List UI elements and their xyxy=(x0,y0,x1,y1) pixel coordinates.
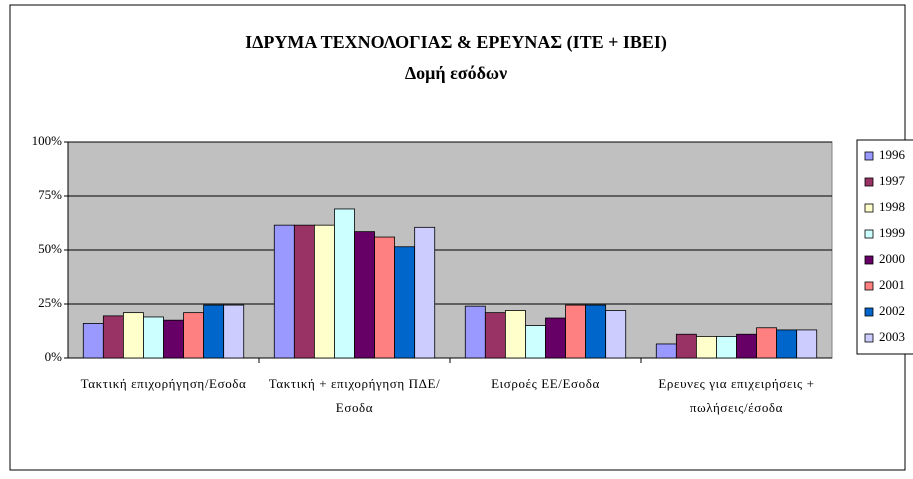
x-tick-label: Ερευνες για επιχειρήσεις + πωλήσεις/έσοδ… xyxy=(658,376,815,415)
x-tick-label: Τακτική επιχορήγηση/Εσοδα xyxy=(80,376,247,391)
y-tick-label: 0% xyxy=(45,349,63,364)
bar xyxy=(334,208,355,359)
bar xyxy=(565,304,587,359)
bar xyxy=(504,310,526,359)
bar xyxy=(525,325,546,359)
bar xyxy=(273,224,295,359)
legend-label: 1997 xyxy=(879,173,906,188)
bar xyxy=(293,224,315,359)
bar xyxy=(545,317,566,359)
bar xyxy=(313,224,335,359)
y-tick-label: 100% xyxy=(32,133,63,148)
bar xyxy=(143,316,164,359)
legend-swatch xyxy=(864,255,874,265)
bar xyxy=(122,312,144,359)
bar xyxy=(796,329,818,359)
legend-swatch xyxy=(864,333,874,343)
legend-swatch xyxy=(864,281,874,291)
x-tick-label: Τακτική + επιχορήγηση ΠΔΕ/Εσοδα xyxy=(268,376,441,415)
chart-title: ΙΔΡΥΜΑ ΤΕΧΝΟΛΟΓΙΑΣ & ΕΡΕΥΝΑΣ (ΙΤΕ + ΙΒΕΙ… xyxy=(245,32,667,53)
legend-label: 1996 xyxy=(879,147,906,162)
bar xyxy=(203,304,225,359)
legend-swatch xyxy=(864,307,874,317)
chart-subtitle: Δομή εσόδων xyxy=(405,63,507,83)
bar xyxy=(102,315,124,359)
legend-label: 1999 xyxy=(879,225,905,240)
legend-label: 2003 xyxy=(879,329,905,344)
legend-label: 2000 xyxy=(879,251,905,266)
bar xyxy=(605,310,627,359)
bar xyxy=(394,246,416,359)
y-tick-label: 50% xyxy=(38,241,62,256)
bar xyxy=(414,226,436,359)
bar xyxy=(756,327,778,359)
legend-label: 2002 xyxy=(879,303,905,318)
x-tick-label: Εισροές ΕΕ/Εσοδα xyxy=(491,376,600,391)
legend-box xyxy=(856,139,913,355)
y-tick-label: 75% xyxy=(38,187,62,202)
bar xyxy=(695,335,717,359)
bar xyxy=(82,323,104,359)
bar xyxy=(776,329,798,359)
bar xyxy=(675,333,697,359)
bar xyxy=(464,305,486,359)
y-tick-label: 25% xyxy=(38,295,62,310)
legend-swatch xyxy=(864,177,874,187)
legend-swatch xyxy=(864,229,874,239)
legend-swatch xyxy=(864,203,874,213)
bar xyxy=(354,231,375,359)
bar xyxy=(736,333,757,359)
bar xyxy=(484,312,506,359)
bar xyxy=(183,312,205,359)
bar xyxy=(223,304,245,359)
legend-label: 2001 xyxy=(879,277,905,292)
bar xyxy=(716,335,737,359)
bar xyxy=(585,304,607,359)
legend-label: 1998 xyxy=(879,199,905,214)
legend-swatch xyxy=(864,151,874,161)
bar xyxy=(655,343,677,359)
bar xyxy=(374,236,396,359)
bar xyxy=(163,319,184,359)
